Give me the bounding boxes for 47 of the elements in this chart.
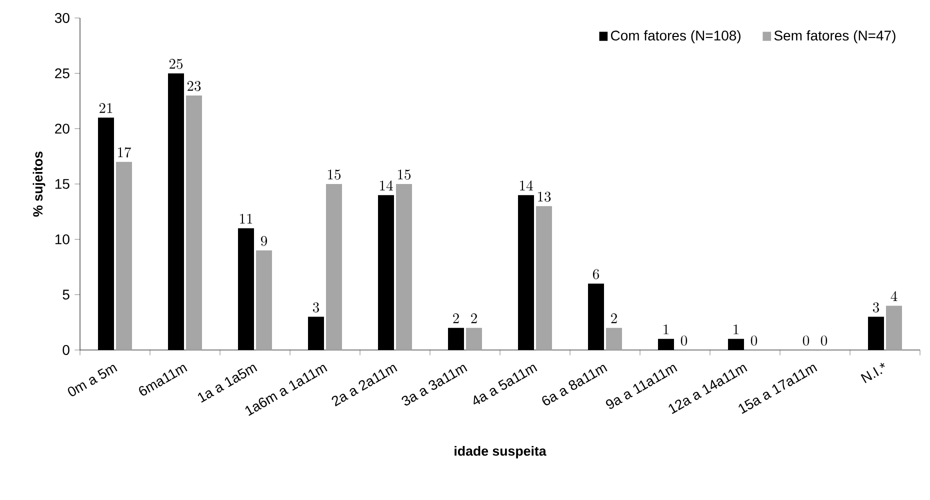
data-label: 13 (538, 192, 551, 202)
data-label: 1 (664, 324, 668, 334)
bar (466, 328, 482, 350)
x-tick-label: 0m a 5m (68, 364, 118, 396)
y-tick-label: 0 (62, 345, 70, 355)
bar (256, 250, 272, 350)
y-axis-title: % sujeitos (32, 152, 46, 217)
bar (886, 306, 902, 350)
x-tick-label: 1a a 1a5m (198, 364, 258, 403)
x-tick-label: N.I.* (860, 362, 885, 384)
data-label: 1 (734, 324, 738, 334)
data-label: 2 (453, 313, 459, 324)
data-label: 14 (380, 180, 393, 190)
data-label: 3 (872, 302, 880, 312)
data-label: 9 (260, 236, 268, 246)
data-label: 11 (240, 214, 252, 224)
bar (606, 328, 622, 350)
data-label: 3 (312, 302, 320, 312)
legend-label: Sem fatores (N=47) (774, 30, 896, 44)
y-tick-label: 10 (55, 234, 70, 244)
bar (326, 184, 342, 350)
data-label: 2 (471, 313, 477, 324)
bar (536, 206, 552, 350)
y-tick-label: 15 (55, 179, 70, 189)
bar (396, 184, 412, 350)
data-label: 21 (99, 103, 112, 113)
data-label: 14 (520, 180, 533, 190)
y-tick-label: 25 (55, 68, 70, 78)
data-label: 0 (750, 336, 758, 346)
y-tick-label: 20 (55, 124, 70, 134)
data-label: 4 (890, 291, 898, 302)
bar (186, 95, 202, 350)
data-label: 15 (398, 170, 411, 180)
data-label: 2 (611, 313, 617, 324)
data-label: 6 (592, 269, 600, 280)
data-label: 23 (187, 81, 201, 92)
legend-label: Com fatores (N=108) (610, 30, 740, 44)
data-label: 0 (802, 336, 810, 346)
data-label: 25 (169, 58, 183, 69)
data-label: 0 (820, 336, 828, 346)
y-tick-label: 5 (62, 290, 70, 300)
bar (116, 162, 132, 350)
data-label: 15 (328, 170, 341, 180)
data-label: 0 (680, 336, 688, 346)
data-label: 17 (118, 147, 132, 158)
x-axis-title: idade suspeita (454, 446, 546, 458)
y-tick-label: 30 (54, 13, 70, 23)
